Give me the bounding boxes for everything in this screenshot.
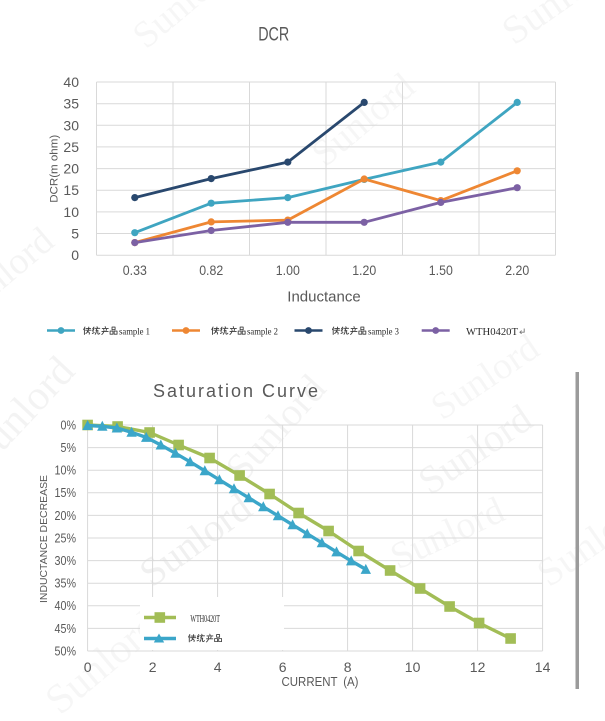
svg-text:DCR(m ohm): DCR(m ohm) <box>49 135 61 203</box>
svg-text:Sunlord: Sunlord <box>125 0 244 57</box>
svg-text:CURRENT (A): CURRENT (A) <box>282 675 359 689</box>
svg-text:0%: 0% <box>61 417 77 432</box>
svg-text:30%: 30% <box>55 553 77 568</box>
svg-text:45%: 45% <box>55 621 77 636</box>
svg-text:Sunlord: Sunlord <box>528 486 605 596</box>
svg-text:40%: 40% <box>55 598 77 613</box>
svg-text:25%: 25% <box>55 530 77 545</box>
svg-text:Sunlord: Sunlord <box>0 219 62 329</box>
svg-text:10: 10 <box>405 659 421 675</box>
svg-text:sample 3: sample 3 <box>368 327 399 337</box>
svg-text:Sunlord: Sunlord <box>410 395 540 503</box>
svg-text:2.20: 2.20 <box>505 262 529 278</box>
svg-text:Sunlord: Sunlord <box>493 0 605 53</box>
svg-text:Sunlord: Sunlord <box>131 484 260 595</box>
svg-text:14: 14 <box>535 659 551 675</box>
svg-text:50%: 50% <box>55 643 77 658</box>
svg-text:1.00: 1.00 <box>276 262 300 278</box>
svg-text:12: 12 <box>470 659 486 675</box>
svg-text:35: 35 <box>63 96 79 112</box>
svg-text:sample 2: sample 2 <box>247 327 278 337</box>
svg-text:35%: 35% <box>55 576 77 591</box>
svg-text:20%: 20% <box>55 508 77 523</box>
svg-text:0: 0 <box>84 659 92 675</box>
svg-text:40: 40 <box>63 74 79 90</box>
svg-text:Inductance: Inductance <box>287 289 360 306</box>
svg-text:4: 4 <box>214 659 222 675</box>
svg-text:Sunlord: Sunlord <box>424 326 547 428</box>
svg-text:DCR: DCR <box>258 25 289 46</box>
svg-text:15: 15 <box>63 182 79 198</box>
svg-text:2: 2 <box>149 659 157 675</box>
svg-text:sample 1: sample 1 <box>119 327 150 337</box>
svg-text:INDUCTANCE DECREASE: INDUCTANCE DECREASE <box>38 475 50 603</box>
svg-text:Sunlord: Sunlord <box>0 348 84 477</box>
svg-text:WTH0420T: WTH0420T <box>466 326 518 338</box>
svg-text:6: 6 <box>279 659 287 675</box>
svg-text:20: 20 <box>63 161 79 177</box>
svg-text:5%: 5% <box>61 440 77 455</box>
svg-text:1.20: 1.20 <box>352 262 376 278</box>
svg-text:10: 10 <box>63 204 79 220</box>
svg-text:5: 5 <box>71 226 79 242</box>
svg-text:8: 8 <box>344 659 352 675</box>
svg-text:1.50: 1.50 <box>429 262 453 278</box>
svg-text:15%: 15% <box>55 485 77 500</box>
svg-text:Sunlord: Sunlord <box>384 489 511 578</box>
svg-text:0.82: 0.82 <box>199 262 223 278</box>
svg-text:25: 25 <box>63 139 79 155</box>
svg-text:0: 0 <box>71 247 79 263</box>
svg-text:30: 30 <box>63 117 79 133</box>
svg-text:Saturation Curve: Saturation Curve <box>153 381 320 401</box>
svg-text:0.33: 0.33 <box>123 262 147 278</box>
svg-text:10%: 10% <box>55 463 77 478</box>
svg-text:WTH0420T: WTH0420T <box>190 614 220 625</box>
